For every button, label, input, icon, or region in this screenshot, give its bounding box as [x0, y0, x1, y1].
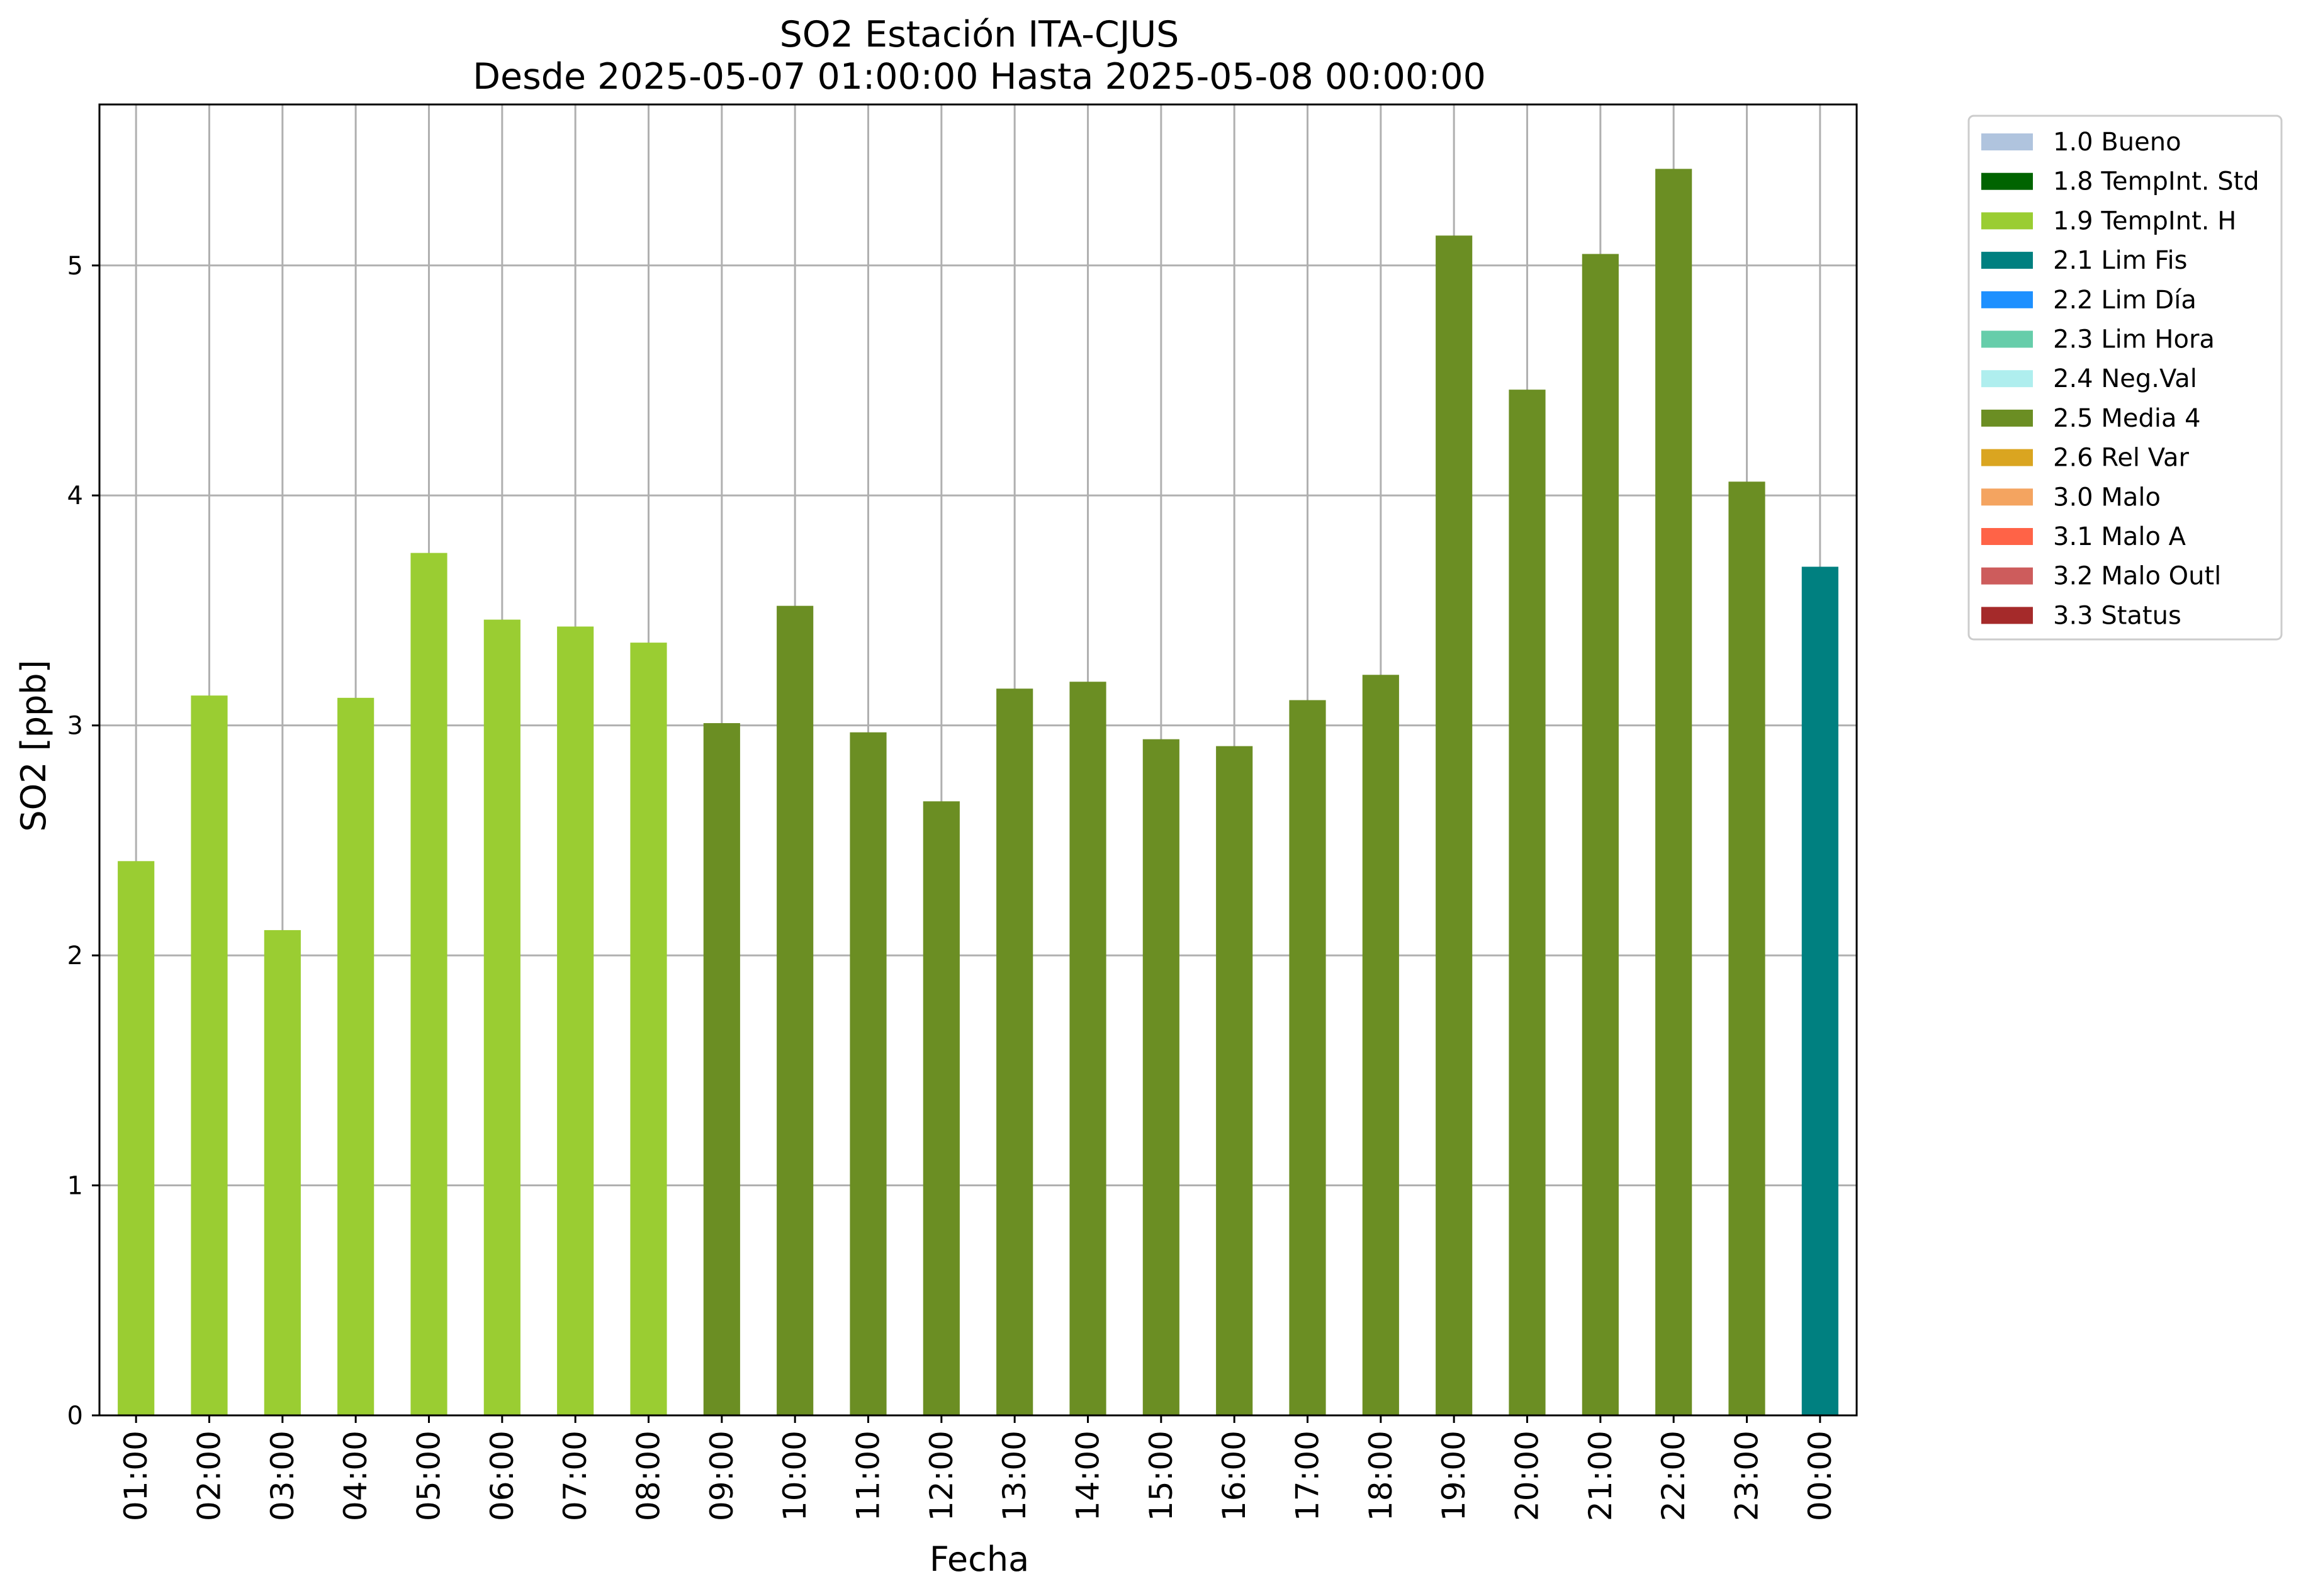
bar-0800 [630, 643, 667, 1415]
legend-swatch [1981, 330, 2033, 348]
bar-1300 [996, 688, 1033, 1415]
legend-label: 1.0 Bueno [2053, 128, 2181, 157]
legend-label: 1.8 TempInt. Std [2053, 167, 2259, 196]
legend-swatch [1981, 409, 2033, 427]
bar-1900 [1436, 235, 1473, 1415]
bar-1000 [777, 605, 814, 1415]
bar-2000 [1509, 390, 1546, 1416]
bar-0900 [703, 723, 740, 1415]
bar-0500 [410, 553, 447, 1416]
bar-1400 [1069, 682, 1106, 1415]
x-tick-label: 21:00 [1582, 1430, 1619, 1521]
legend-swatch [1981, 607, 2033, 624]
legend-items: 1.0 Bueno 1.8 TempInt. Std 1.9 TempInt. H 2… [1981, 128, 2259, 630]
bar-0000 [1801, 566, 1838, 1416]
y-axis-ticks: 0 1 2 3 4 5 [67, 252, 99, 1430]
x-tick-label: 10:00 [777, 1430, 813, 1521]
x-tick-label: 06:00 [484, 1430, 520, 1521]
legend-label: 3.2 Malo Outl [2053, 562, 2221, 591]
bar-0300 [264, 930, 301, 1415]
x-tick-label: 07:00 [557, 1430, 594, 1521]
x-tick-label: 02:00 [191, 1430, 228, 1521]
legend-swatch [1981, 370, 2033, 388]
x-tick-label: 04:00 [337, 1430, 374, 1521]
legend-label: 2.1 Lim Fis [2053, 246, 2187, 275]
x-tick-label: 15:00 [1143, 1430, 1179, 1521]
bar-1600 [1216, 746, 1253, 1415]
x-tick-label: 18:00 [1363, 1430, 1399, 1521]
y-tick-label: 2 [67, 941, 83, 970]
legend-swatch [1981, 291, 2033, 308]
legend-swatch [1981, 172, 2033, 190]
x-tick-label: 08:00 [631, 1430, 667, 1521]
x-axis-ticks: 01:00 02:00 03:00 04:00 05:00 06:00 07:00 08:00… [118, 1415, 1838, 1521]
y-tick-label: 3 [67, 712, 83, 741]
legend: 1.0 Bueno 1.8 TempInt. Std 1.9 TempInt. H 2… [1967, 115, 2283, 641]
legend-swatch [1981, 567, 2033, 585]
legend-frame [1967, 115, 2283, 641]
legend-swatch [1981, 449, 2033, 466]
legend-swatch [1981, 528, 2033, 545]
bar-1100 [850, 732, 887, 1415]
legend-label: 3.3 Status [2053, 601, 2181, 630]
plot-area-frame [98, 103, 1858, 1417]
x-tick-label: 20:00 [1509, 1430, 1546, 1521]
y-tick-label: 4 [67, 481, 83, 510]
x-tick-label: 09:00 [704, 1430, 740, 1521]
legend-label: 3.0 Malo [2053, 483, 2161, 512]
bar-2200 [1655, 169, 1692, 1416]
legend-label: 3.1 Malo A [2053, 522, 2186, 551]
x-tick-label: 22:00 [1655, 1430, 1692, 1521]
x-tick-label: 16:00 [1216, 1430, 1252, 1521]
legend-swatch [1981, 212, 2033, 230]
x-tick-label: 19:00 [1436, 1430, 1472, 1521]
y-tick-label: 0 [67, 1402, 83, 1430]
chart-subtitle: Desde 2025-05-07 01:00:00 Hasta 2025-05-… [473, 56, 1486, 98]
bar-1500 [1142, 739, 1179, 1415]
legend-label: 2.5 Media 4 [2053, 404, 2201, 433]
legend-swatch [1981, 488, 2033, 506]
legend-swatch [1981, 252, 2033, 269]
x-tick-label: 01:00 [118, 1430, 154, 1521]
bar-0600 [483, 619, 520, 1415]
y-tick-label: 5 [67, 252, 83, 281]
legend-swatch [1981, 133, 2033, 150]
bar-0100 [118, 861, 155, 1415]
x-tick-label: 11:00 [850, 1430, 887, 1521]
x-tick-label: 03:00 [264, 1430, 301, 1521]
x-tick-label: 00:00 [1802, 1430, 1838, 1521]
x-tick-label: 13:00 [996, 1430, 1033, 1521]
legend-label: 1.9 TempInt. H [2053, 206, 2236, 235]
bar-0700 [557, 626, 594, 1415]
x-tick-label: 23:00 [1729, 1430, 1765, 1521]
bar-2300 [1728, 481, 1765, 1415]
chart-title: SO2 Estación ITA-CJUS [780, 14, 1179, 55]
x-tick-label: 05:00 [411, 1430, 447, 1521]
y-axis-label: SO2 [ppb] [14, 660, 53, 831]
bars [118, 169, 1838, 1416]
legend-label: 2.4 Neg.Val [2053, 364, 2197, 393]
bar-1700 [1289, 700, 1326, 1415]
bar-1800 [1362, 675, 1399, 1415]
bar-1200 [923, 801, 960, 1415]
bar-0400 [337, 697, 374, 1415]
legend-label: 2.6 Rel Var [2053, 444, 2190, 473]
bar-2100 [1582, 254, 1619, 1415]
y-tick-label: 1 [67, 1172, 83, 1201]
legend-label: 2.3 Lim Hora [2053, 325, 2215, 354]
x-tick-label: 12:00 [923, 1430, 960, 1521]
legend-label: 2.2 Lim Día [2053, 286, 2197, 315]
x-axis-label: Fecha [930, 1539, 1029, 1579]
x-tick-label: 17:00 [1290, 1430, 1326, 1521]
x-tick-label: 14:00 [1070, 1430, 1106, 1521]
bar-0200 [191, 695, 228, 1415]
